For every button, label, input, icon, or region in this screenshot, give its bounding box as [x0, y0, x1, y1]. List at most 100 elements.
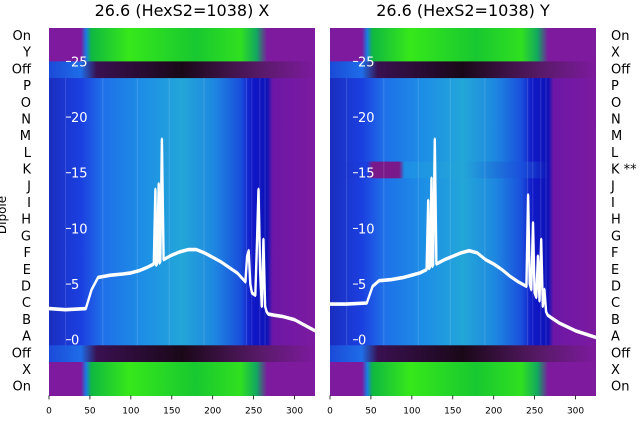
row-label-y: F [611, 246, 618, 261]
row-label-x: B [22, 313, 31, 328]
heatmap-streak [532, 78, 534, 346]
row-label-y: O [611, 96, 621, 111]
heatmap-panel-x: 26.6 (HexS2=1038) X Dipole OnYOffPONMLKJ… [0, 1, 315, 416]
overlay-tick-label: 25 [358, 55, 375, 70]
trace-line-x [49, 139, 315, 333]
row-label-y: E [611, 263, 619, 278]
row-label-x: On [13, 380, 31, 395]
overlay-tick-label: 5 [71, 278, 79, 293]
trace-line-y [330, 139, 596, 340]
row-label-y: On [611, 380, 629, 395]
heatmap-row-x [49, 78, 315, 96]
heatmap-row-x [49, 28, 315, 46]
x-tick-label: 250 [245, 406, 262, 416]
row-label-y: N [611, 113, 621, 128]
row-label-x: Y [22, 46, 31, 61]
row-label-y: X [611, 363, 620, 378]
overlay-y-ticks-y: 25 20 15 10 5 0 [353, 55, 375, 349]
heatmap-row-x [49, 211, 315, 229]
heatmap-streak [484, 78, 486, 346]
row-label-y: I [611, 196, 615, 211]
row-label-x: M [20, 129, 31, 144]
heatmap-row-y [330, 378, 596, 396]
heatmap-row-x [49, 61, 315, 79]
row-label-x: G [21, 229, 31, 244]
row-label-y: D [611, 280, 621, 295]
row-label-x: D [21, 280, 31, 295]
trace-group-y [330, 137, 596, 340]
heatmap-streak [449, 78, 451, 346]
x-ticks-x: 0 50 100 150 200 250 300 [46, 395, 303, 416]
row-label-x: J [26, 179, 31, 194]
overlay-tick-label: 25 [71, 55, 88, 70]
heatmap-streak [417, 78, 419, 346]
heatmap-row-x [49, 228, 315, 246]
heatmap-row-y [330, 94, 596, 113]
row-label-y: H [611, 213, 621, 228]
heatmap-row-y [330, 195, 596, 213]
row-label-x: F [24, 246, 31, 261]
row-label-x: P [23, 79, 31, 94]
row-label-x: E [23, 263, 31, 278]
heatmap-row-x [49, 295, 315, 313]
heatmap-row-x [49, 178, 315, 196]
x-tick-label: 50 [84, 406, 96, 416]
x-tick-label: 0 [46, 406, 52, 416]
heatmap-row-x [49, 245, 315, 263]
x-tick-label: 300 [567, 406, 584, 416]
heatmap-row-y [330, 61, 596, 79]
heatmap-row-y [330, 78, 596, 96]
heatmap-row-x [49, 44, 315, 62]
row-label-y: C [611, 296, 620, 311]
row-label-x: K [22, 163, 31, 178]
heatmap-row-y [330, 144, 596, 163]
heatmap-row-x [49, 261, 315, 280]
heatmap-row-y [330, 328, 596, 346]
heatmap-streak [245, 78, 248, 346]
heatmap-row-x [49, 111, 315, 129]
trace-group-x [49, 137, 315, 333]
heatmap-row-y [330, 28, 596, 46]
heatmap-streak [168, 78, 170, 346]
row-label-y: Off [611, 346, 631, 361]
x-tick-label: 300 [286, 406, 303, 416]
overlay-y-ticks-x: 25 20 15 10 5 0 [66, 55, 88, 349]
row-label-x: H [21, 213, 31, 228]
row-label-y: K ** [611, 163, 637, 178]
overlay-tick-label: 10 [71, 222, 88, 237]
row-label-y: P [611, 79, 619, 94]
heatmap-row-y [330, 111, 596, 129]
heatmap-streak [545, 78, 547, 346]
heatmap-row-y [330, 362, 596, 380]
heatmap-streak [264, 78, 266, 346]
row-label-x: A [22, 330, 31, 345]
overlay-tick-label: 5 [358, 278, 366, 293]
chart-title-y: 26.6 (HexS2=1038) Y [376, 1, 550, 20]
overlay-tick-label: 20 [71, 111, 88, 126]
heatmap-row-y [330, 161, 596, 179]
x-tick-label: 0 [327, 406, 333, 416]
heatmap-row-y [330, 44, 596, 62]
heatmap-row-y [330, 128, 596, 146]
row-label-y: On [611, 29, 629, 44]
y-axis-label: Dipole [0, 196, 9, 234]
heatmap-row-y [330, 345, 596, 363]
x-tick-label: 200 [485, 406, 502, 416]
x-tick-label: 50 [365, 406, 377, 416]
x-tick-label: 150 [444, 406, 461, 416]
row-label-x: X [22, 363, 31, 378]
heatmap-row-x [49, 311, 315, 330]
row-label-x: C [22, 296, 31, 311]
x-ticks-y: 0 50 100 150 200 250 300 [327, 395, 584, 416]
heatmap-streak [540, 78, 542, 346]
heatmap-row-x [49, 278, 315, 296]
heatmap-streak [102, 78, 104, 346]
overlay-tick-label: 15 [358, 167, 375, 182]
row-label-y: A [611, 330, 620, 345]
x-tick-label: 100 [403, 406, 420, 416]
heatmap-row-y [330, 261, 596, 280]
heatmap-streak [345, 78, 348, 346]
overlay-tick-label: 10 [358, 222, 375, 237]
